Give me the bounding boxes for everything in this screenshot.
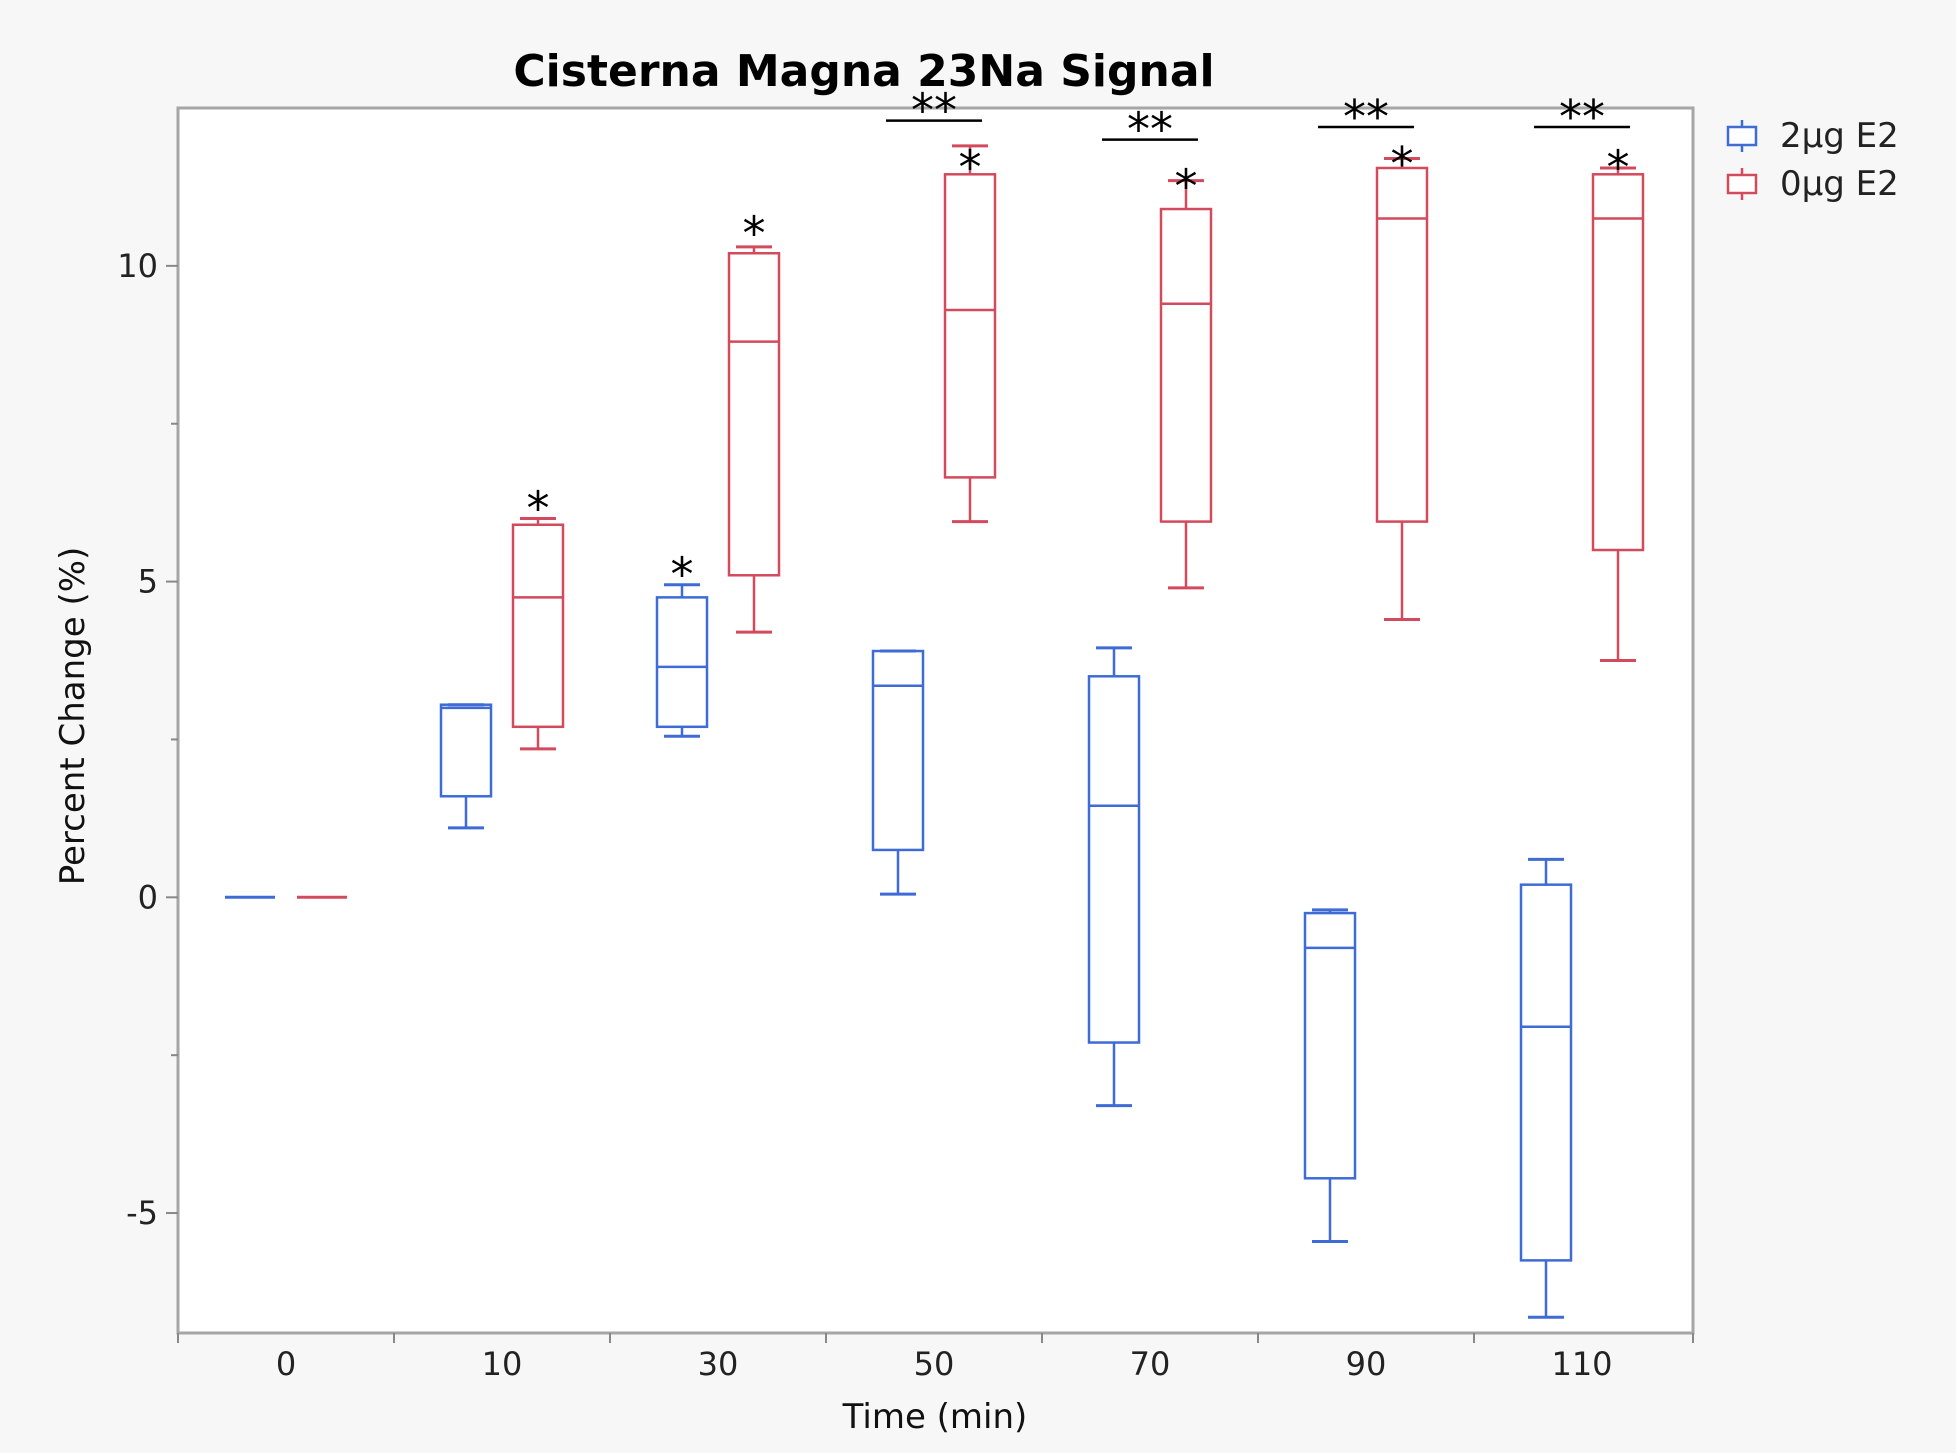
iqr-box [1591, 173, 1645, 552]
x-tick-label: 10 [482, 1345, 523, 1383]
box-e2-2ug-t90 [1303, 908, 1357, 1243]
iqr-box [655, 596, 709, 729]
chart-title: Cisterna Magna 23Na Signal [513, 46, 1214, 97]
iqr-box [943, 173, 997, 479]
iqr-box [1375, 166, 1429, 523]
iqr-box [871, 649, 925, 852]
legend-item: 2µg E2 [1726, 116, 1899, 156]
x-tick-label: 50 [914, 1345, 955, 1383]
x-tick-label: 110 [1551, 1345, 1612, 1383]
significance-star-double: ** [1343, 90, 1389, 144]
iqr-box [1519, 883, 1573, 1262]
box-e2-0ug-t10 [511, 516, 565, 751]
box-e2-0ug-t70 [1159, 179, 1213, 590]
significance-star: * [1607, 140, 1630, 194]
legend: 2µg E2 0µg E2 [1726, 116, 1899, 204]
x-tick-label: 90 [1346, 1345, 1387, 1383]
legend-label: 0µg E2 [1780, 164, 1899, 204]
legend-box-icon [1726, 125, 1758, 147]
box-e2-0ug-t50 [943, 144, 997, 524]
box-group [225, 144, 1645, 1319]
x-tick-label: 70 [1130, 1345, 1171, 1383]
y-axis-label: Percent Change (%) [53, 547, 93, 886]
box-e2-0ug-t110 [1591, 166, 1645, 663]
box-e2-0ug-t90 [1375, 157, 1429, 621]
iqr-box [1087, 675, 1141, 1044]
significance-star: * [527, 481, 550, 535]
x-tick-label: 30 [698, 1345, 739, 1383]
x-tick-label: 0 [276, 1345, 296, 1383]
iqr-box [1303, 911, 1357, 1180]
x-axis-label: Time (min) [842, 1397, 1028, 1437]
x-axis: 0 10 30 50 70 90 110 [177, 1333, 1694, 1383]
iqr-box [1159, 207, 1213, 523]
box-e2-0ug-t30 [727, 245, 781, 634]
significance-star-double: ** [1559, 90, 1605, 144]
box-e2-2ug-t110 [1519, 857, 1573, 1319]
significance-star: * [1391, 137, 1414, 191]
y-tick-label: 10 [117, 247, 158, 285]
significance-star-double: ** [911, 84, 957, 138]
box-e2-2ug-t70 [1087, 646, 1141, 1108]
y-tick-label: -5 [126, 1194, 158, 1232]
legend-box-icon [1726, 173, 1758, 195]
plot-area [176, 106, 1695, 1335]
significance-annotations: *************** [527, 84, 1630, 602]
box-e2-2ug-t30 [655, 583, 709, 738]
significance-star: * [743, 207, 766, 261]
significance-star-double: ** [1127, 103, 1173, 157]
significance-star: * [959, 140, 982, 194]
box-e2-2ug-t50 [871, 649, 925, 896]
iqr-box [511, 523, 565, 729]
legend-label: 2µg E2 [1780, 116, 1899, 156]
y-tick-label: 5 [138, 563, 158, 601]
box-e2-2ug-t10 [439, 703, 493, 830]
significance-star: * [1175, 159, 1198, 213]
y-axis: -5 0 5 10 [117, 247, 178, 1232]
iqr-box [727, 251, 781, 577]
iqr-box [439, 703, 493, 798]
significance-star: * [671, 548, 694, 602]
legend-item: 0µg E2 [1726, 164, 1899, 204]
y-tick-label: 0 [138, 878, 158, 916]
